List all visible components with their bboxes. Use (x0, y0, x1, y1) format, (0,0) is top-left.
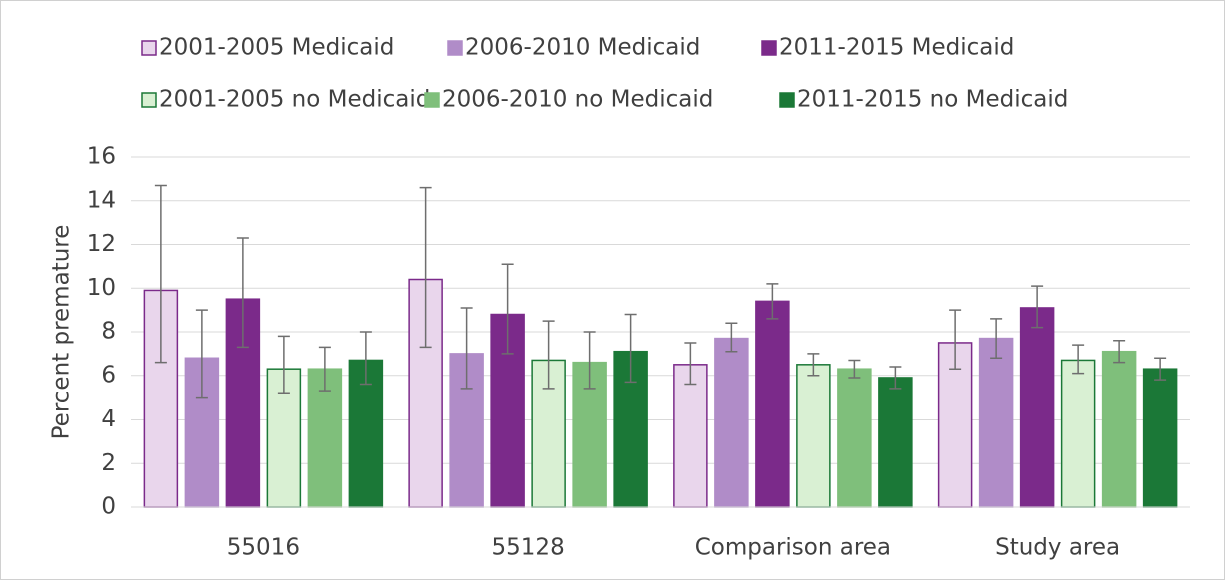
y-tick-label: 8 (101, 319, 116, 345)
error-bar (1031, 285, 1044, 329)
x-tick-label: 55016 (227, 535, 300, 561)
error-bar (583, 331, 596, 390)
y-tick-label: 16 (87, 144, 116, 170)
y-tick-label: 4 (101, 406, 116, 432)
legend-label: 2001-2005 no Medicaid (159, 87, 430, 113)
error-bar (807, 353, 820, 377)
y-tick-label: 6 (101, 362, 116, 388)
error-bar (359, 331, 372, 386)
legend-label: 2011-2015 no Medicaid (797, 87, 1068, 113)
bar (1142, 368, 1178, 508)
legend-swatch (761, 40, 777, 56)
error-bar (195, 309, 208, 399)
legend-label: 2006-2010 Medicaid (465, 35, 700, 61)
bar (1060, 359, 1096, 508)
legend-swatch (779, 92, 795, 108)
legend-swatch (141, 92, 157, 108)
error-bar (154, 184, 167, 364)
error-bar (460, 307, 473, 390)
error-bar (624, 313, 637, 384)
y-tick-label: 0 (101, 494, 116, 520)
error-bar (542, 320, 555, 390)
bar (796, 364, 831, 508)
error-bar (889, 366, 902, 390)
error-bar (949, 309, 962, 370)
bar (837, 368, 872, 508)
error-bar (766, 283, 779, 320)
bar (755, 300, 790, 508)
y-axis-label: Percent premature (49, 225, 75, 440)
y-tick-label: 12 (87, 231, 116, 257)
error-bar (1072, 344, 1085, 375)
y-tick-label: 14 (87, 187, 116, 213)
legend-label: 2011-2015 Medicaid (779, 35, 1014, 61)
x-tick-label: Comparison area (695, 535, 891, 561)
error-bar (318, 346, 331, 392)
error-bar (1154, 357, 1167, 381)
error-bar (848, 359, 861, 379)
bar (1019, 307, 1055, 508)
legend-label: 2006-2010 no Medicaid (442, 87, 713, 113)
bar (673, 364, 708, 508)
error-bar (1113, 340, 1126, 364)
legend-swatch (424, 92, 440, 108)
error-bar (501, 263, 514, 355)
bar (878, 377, 913, 508)
legend-swatch (447, 40, 463, 56)
error-bar (277, 335, 290, 394)
bar (978, 337, 1014, 508)
error-bar (725, 322, 738, 353)
legend-label: 2001-2005 Medicaid (159, 35, 394, 61)
error-bar (990, 318, 1003, 359)
y-tick-label: 2 (101, 450, 116, 476)
error-bar (419, 186, 432, 349)
bar (1101, 350, 1137, 508)
error-bar (684, 342, 697, 386)
y-tick-label: 10 (87, 275, 116, 301)
bar (714, 337, 749, 508)
x-tick-label: Study area (995, 535, 1120, 561)
legend-swatch (141, 40, 157, 56)
x-tick-label: 55128 (492, 535, 565, 561)
error-bar (236, 237, 249, 349)
